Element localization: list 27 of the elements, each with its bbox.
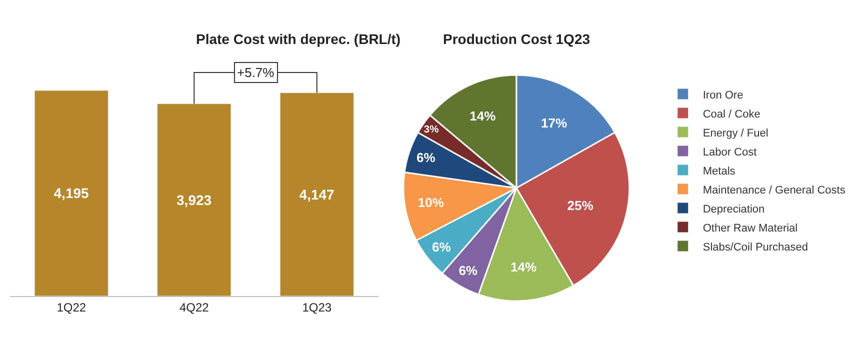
text: +5.7% (237, 65, 275, 80)
legend-label: Metals (702, 165, 736, 178)
x-tick-label: 1Q23 (302, 300, 332, 314)
legend-label: Other Raw Material (702, 222, 798, 234)
legend-label: Slabs/Coil Purchased (702, 241, 808, 254)
data-label: 10% (418, 195, 444, 210)
legend-label: Iron Ore (702, 89, 744, 102)
data-label: 6% (458, 262, 478, 278)
data-label: 17% (541, 116, 568, 131)
data-label: 4,147 (299, 186, 335, 202)
data-label: 6% (432, 240, 452, 255)
legend-label: Maintenance / General Costs (702, 184, 846, 196)
data-label: 14% (510, 260, 538, 275)
data-label: 25% (567, 198, 594, 213)
legend-label: Depreciation (702, 203, 765, 216)
chart-title: Plate Cost with deprec. (BRL/t) (196, 31, 401, 47)
legend-label: Energy / Fuel (702, 127, 768, 140)
data-label: 6% (416, 150, 436, 165)
legend-label: Labor Cost (702, 146, 757, 158)
data-label: 4,195 (54, 185, 90, 202)
data-label: 3,923 (176, 192, 212, 208)
legend-label: Coal / Coke (702, 108, 760, 120)
x-tick-label: 4Q22 (179, 300, 210, 314)
data-label: 3% (424, 124, 439, 136)
x-tick-label: 1Q22 (56, 300, 86, 314)
data-label: 14% (470, 108, 496, 124)
chart-title: Production Cost 1Q23 (443, 31, 590, 47)
